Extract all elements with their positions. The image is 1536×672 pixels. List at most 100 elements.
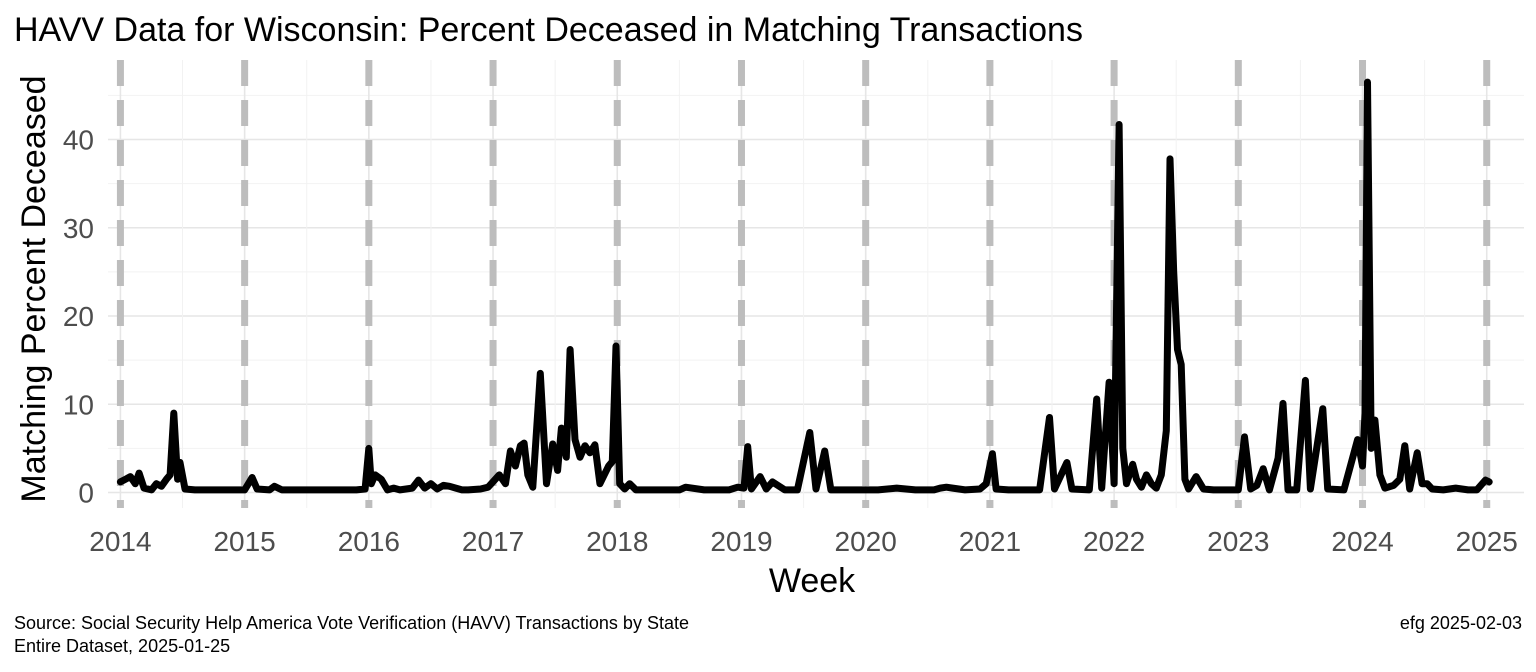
- data-point: [204, 487, 210, 493]
- data-point: [1186, 486, 1192, 492]
- data-point: [167, 472, 173, 478]
- data-point: [1360, 463, 1365, 469]
- data-point: [1193, 474, 1199, 480]
- data-point: [132, 481, 138, 487]
- y-tick-label: 40: [63, 125, 94, 156]
- data-point: [1099, 485, 1105, 491]
- x-tick-label: 2022: [1083, 526, 1145, 557]
- data-point: [1024, 487, 1030, 493]
- data-point: [403, 486, 409, 492]
- data-point: [1235, 487, 1241, 493]
- data-point: [572, 437, 578, 443]
- data-point: [989, 451, 995, 457]
- data-point: [385, 487, 390, 493]
- data-point: [1178, 362, 1184, 367]
- data-point: [1391, 482, 1397, 488]
- data-point: [652, 487, 657, 493]
- data-point: [453, 485, 459, 491]
- data-point: [1275, 455, 1281, 461]
- data-point: [409, 485, 415, 491]
- data-point: [503, 481, 508, 487]
- data-point: [726, 487, 732, 493]
- data-point: [177, 460, 183, 465]
- data-point: [163, 476, 169, 482]
- data-layer: [116, 78, 1493, 494]
- data-point: [1429, 486, 1435, 492]
- data-point: [676, 487, 682, 493]
- data-point: [1368, 445, 1374, 451]
- data-point: [517, 443, 523, 449]
- data-point: [1143, 472, 1149, 478]
- data-point: [149, 487, 154, 493]
- data-point: [1372, 417, 1378, 423]
- data-point: [127, 474, 133, 480]
- data-point: [567, 347, 573, 352]
- data-point: [1153, 485, 1159, 491]
- data-point: [1325, 486, 1331, 492]
- data-point: [362, 486, 368, 492]
- data-point: [1402, 443, 1408, 449]
- data-point: [587, 450, 593, 456]
- data-point: [368, 481, 374, 487]
- data-point: [1069, 486, 1075, 492]
- data-point: [447, 483, 453, 489]
- y-tick-label: 20: [63, 301, 94, 332]
- data-point: [1294, 487, 1300, 493]
- data-point: [597, 481, 603, 487]
- data-point: [622, 486, 628, 492]
- data-point: [1355, 437, 1361, 443]
- data-point: [182, 486, 188, 492]
- data-point: [1424, 481, 1430, 487]
- data-point: [931, 487, 937, 493]
- data-point: [1201, 486, 1206, 492]
- data-point: [175, 476, 181, 482]
- data-point: [117, 479, 123, 485]
- data-point: [267, 487, 272, 493]
- data-point: [1047, 415, 1052, 420]
- data-point: [485, 484, 491, 490]
- data-point: [735, 484, 741, 490]
- data-point: [1111, 481, 1117, 487]
- data-point: [1167, 156, 1173, 162]
- data-point: [428, 481, 434, 487]
- data-point: [822, 448, 828, 454]
- data-point: [633, 487, 639, 493]
- data-point: [512, 463, 518, 469]
- data-point: [530, 484, 536, 490]
- data-point: [329, 487, 335, 493]
- data-point: [1130, 461, 1136, 467]
- data-point: [249, 475, 255, 480]
- data-point: [158, 483, 164, 489]
- data-point: [1453, 485, 1459, 491]
- data-point: [1486, 479, 1492, 485]
- data-point: [141, 485, 147, 491]
- data-point: [1266, 487, 1272, 493]
- x-tick-label: 2020: [835, 526, 897, 557]
- data-point: [1377, 472, 1383, 478]
- data-point: [577, 454, 583, 460]
- data-point: [807, 430, 813, 435]
- data-point: [1006, 487, 1011, 493]
- data-point: [1086, 487, 1092, 493]
- data-point: [465, 487, 471, 493]
- data-point: [977, 486, 983, 492]
- data-point: [1124, 481, 1129, 487]
- data-point: [434, 486, 440, 492]
- data-point: [1254, 482, 1260, 488]
- y-axis-label: Matching Percent Deceased: [15, 75, 53, 502]
- data-point: [366, 445, 372, 451]
- data-point: [1280, 400, 1286, 406]
- data-point: [521, 440, 527, 446]
- data-point: [748, 486, 754, 492]
- data-point: [1052, 486, 1057, 492]
- data-point: [544, 481, 549, 487]
- x-tick-label: 2018: [586, 526, 648, 557]
- data-point: [1365, 79, 1370, 85]
- data-point: [1362, 410, 1368, 416]
- data-point: [1397, 476, 1403, 482]
- data-point: [555, 467, 561, 473]
- data-point: [478, 486, 484, 492]
- data-point: [993, 486, 999, 492]
- data-point: [937, 485, 943, 491]
- chart-svg: Matching Percent Deceased Week 0 10 20 30 40…: [15, 60, 1524, 600]
